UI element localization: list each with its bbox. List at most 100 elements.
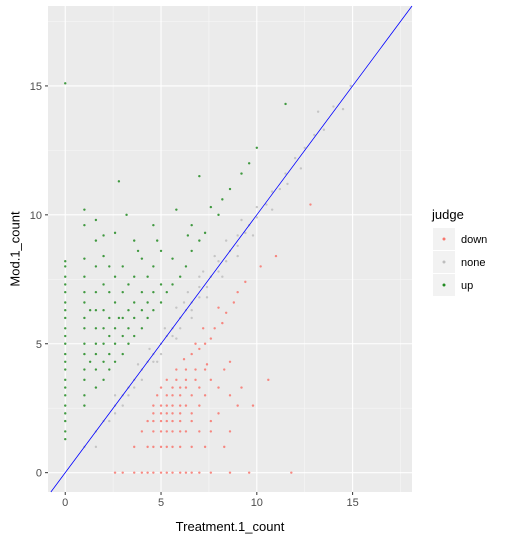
point-down xyxy=(309,203,312,206)
point-down xyxy=(159,412,163,415)
point-up xyxy=(133,239,136,242)
point-down xyxy=(217,386,220,389)
point-down xyxy=(190,412,193,415)
point-up xyxy=(102,378,105,382)
legend-title: judge xyxy=(431,207,464,222)
point-up xyxy=(113,275,117,278)
point-down xyxy=(178,445,182,449)
point-up xyxy=(94,342,98,345)
point-down xyxy=(171,386,174,389)
point-down xyxy=(244,280,247,284)
axis-ticks: 0 5 10 15 0 5 10 15 xyxy=(30,81,359,509)
point-none xyxy=(159,352,163,356)
point-up xyxy=(146,301,149,304)
point-down xyxy=(194,342,197,345)
point-up xyxy=(121,352,124,356)
point-up xyxy=(64,265,67,268)
point-up xyxy=(108,290,111,294)
point-down xyxy=(267,378,270,382)
point-down xyxy=(171,430,174,433)
grid-lines xyxy=(48,6,412,492)
x-tick-label: 0 xyxy=(62,497,68,509)
point-down xyxy=(184,368,188,371)
legend: judge down none up xyxy=(431,207,487,296)
point-up xyxy=(64,327,67,330)
point-down xyxy=(152,471,155,474)
point-up xyxy=(190,223,193,227)
point-up xyxy=(64,342,67,345)
point-none xyxy=(94,445,98,449)
point-down xyxy=(232,301,236,304)
point-up xyxy=(83,404,86,407)
point-none xyxy=(217,270,220,273)
point-down xyxy=(198,347,201,351)
point-up xyxy=(127,327,130,330)
point-up xyxy=(117,316,121,320)
point-down xyxy=(203,368,207,371)
point-down xyxy=(171,394,174,397)
point-up xyxy=(94,352,98,356)
point-up xyxy=(102,309,105,312)
point-none xyxy=(349,84,352,88)
legend-entries: down none up xyxy=(433,228,487,296)
point-up xyxy=(94,368,98,371)
point-up xyxy=(64,309,67,312)
point-up xyxy=(108,334,111,338)
x-axis-title: Treatment.1_count xyxy=(176,519,285,534)
point-up xyxy=(88,309,92,312)
point-up xyxy=(83,342,86,345)
point-up xyxy=(102,283,105,286)
point-up xyxy=(247,162,251,165)
point-none xyxy=(303,146,306,150)
point-none xyxy=(108,419,111,423)
point-up xyxy=(83,290,86,294)
point-down xyxy=(133,445,136,449)
point-down xyxy=(198,404,201,407)
point-up xyxy=(136,249,140,253)
point-up xyxy=(94,386,98,389)
legend-swatch-down xyxy=(442,237,446,241)
point-up xyxy=(64,404,67,407)
point-up xyxy=(64,412,67,415)
point-down xyxy=(209,378,213,382)
point-up xyxy=(121,334,124,338)
point-up xyxy=(152,223,155,227)
point-up xyxy=(133,316,136,320)
point-down xyxy=(165,419,168,423)
point-up xyxy=(102,327,105,330)
point-none xyxy=(332,105,335,108)
point-up xyxy=(94,218,98,222)
point-none xyxy=(113,394,117,397)
point-up xyxy=(221,198,224,201)
x-tick-label: 10 xyxy=(251,497,263,509)
point-up xyxy=(125,213,128,217)
point-down xyxy=(209,471,213,474)
point-up xyxy=(83,327,86,330)
y-tick-label: 15 xyxy=(30,81,42,93)
point-up xyxy=(64,82,67,85)
point-down xyxy=(113,471,117,474)
point-up xyxy=(102,342,105,345)
point-down xyxy=(194,378,197,382)
point-none xyxy=(198,275,201,278)
point-up xyxy=(152,265,155,268)
point-none xyxy=(121,404,124,407)
point-up xyxy=(171,283,174,286)
point-up xyxy=(140,327,144,330)
point-down xyxy=(146,445,149,449)
point-up xyxy=(88,360,92,363)
point-down xyxy=(152,412,155,415)
point-down xyxy=(274,254,278,258)
point-none xyxy=(148,347,151,351)
point-up xyxy=(108,368,111,371)
point-down xyxy=(165,445,168,449)
point-none xyxy=(217,260,220,263)
point-down xyxy=(178,404,182,407)
point-down xyxy=(165,412,168,415)
point-down xyxy=(171,445,174,449)
point-down xyxy=(133,471,136,474)
point-up xyxy=(209,205,213,209)
point-up xyxy=(64,386,67,389)
point-none xyxy=(205,285,209,289)
point-up xyxy=(94,239,98,242)
